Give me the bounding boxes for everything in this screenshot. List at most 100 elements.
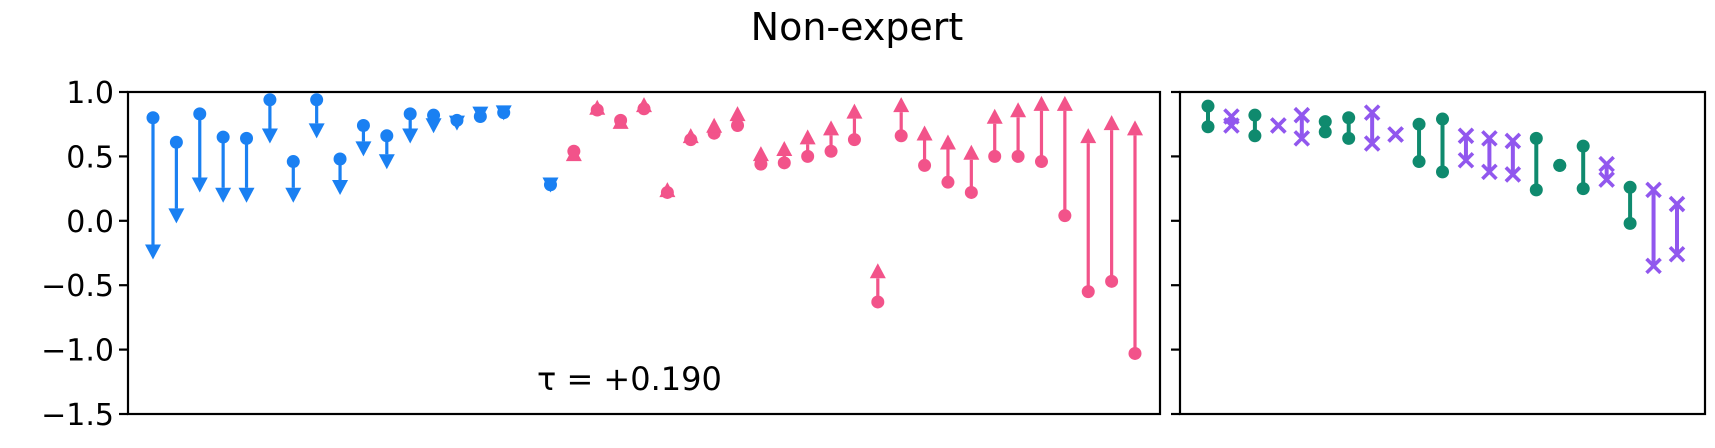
- tau-annotation: τ = +0.190: [537, 360, 722, 398]
- start-point: [1058, 209, 1072, 223]
- circle-marker: [1342, 131, 1356, 145]
- left-panel: 1.0 0.5 0.0 −0.5 −1.0 −1.5: [41, 76, 1162, 433]
- start-point: [310, 93, 324, 107]
- arrow-head: [916, 125, 933, 141]
- arrow-head: [1103, 115, 1120, 131]
- arrow-head: [308, 123, 325, 139]
- arrow-head: [378, 154, 395, 170]
- arrow-head: [261, 128, 278, 144]
- arrow-head: [402, 128, 419, 144]
- start-point: [263, 93, 277, 107]
- arrow-head: [589, 99, 606, 115]
- x-marker: [1457, 151, 1475, 169]
- x-marker: [1668, 195, 1686, 213]
- arrow-head: [168, 208, 185, 224]
- start-point: [824, 144, 838, 158]
- arrow-head: [682, 128, 699, 144]
- x-marker: [1645, 181, 1662, 199]
- arrow-head: [542, 177, 559, 193]
- arrow-head: [1010, 102, 1027, 118]
- arrow-head: [425, 118, 442, 134]
- ytick-label: −0.5: [41, 269, 114, 304]
- x-marker: [1387, 126, 1404, 143]
- start-point: [169, 135, 183, 149]
- x-marker: [1598, 155, 1615, 173]
- arrow-head: [986, 108, 1003, 124]
- start-point: [894, 129, 908, 143]
- start-point: [871, 295, 885, 309]
- start-point: [731, 118, 745, 132]
- start-point: [1081, 285, 1095, 299]
- x-marker: [1363, 104, 1381, 121]
- start-point: [1128, 346, 1142, 360]
- x-marker: [1504, 166, 1522, 183]
- circle-marker: [1553, 158, 1567, 172]
- arrow-head: [799, 129, 816, 145]
- start-point: [403, 107, 417, 121]
- circle-marker: [1412, 155, 1426, 169]
- circle-marker: [1529, 183, 1543, 197]
- start-point: [1011, 149, 1025, 163]
- circle-marker: [1436, 112, 1449, 126]
- arrow-head: [612, 113, 629, 129]
- arrow-head: [448, 115, 465, 131]
- start-point: [941, 175, 955, 189]
- x-marker: [1293, 106, 1311, 124]
- start-point: [777, 156, 791, 170]
- ytick-label: 0.0: [66, 205, 114, 240]
- arrow-head: [776, 140, 793, 156]
- start-point: [964, 185, 978, 199]
- circle-marker: [1576, 182, 1590, 196]
- start-point: [193, 107, 207, 121]
- circle-marker: [1201, 120, 1215, 134]
- circle-marker: [1412, 117, 1426, 131]
- arrow-head: [1033, 95, 1050, 111]
- start-point: [356, 118, 370, 132]
- x-marker: [1481, 163, 1498, 181]
- arrow-head: [869, 263, 886, 279]
- circle-marker: [1248, 129, 1262, 143]
- start-point: [240, 131, 254, 145]
- arrow-head: [729, 106, 746, 122]
- start-point: [216, 130, 230, 144]
- arrow-head: [355, 141, 372, 157]
- circle-marker: [1576, 139, 1590, 153]
- chart-title: Non-expert: [751, 5, 964, 49]
- x-marker: [1668, 246, 1686, 263]
- circle-marker: [1201, 99, 1215, 113]
- arrow-head: [1080, 128, 1097, 144]
- arrow-head: [565, 146, 582, 162]
- start-point: [801, 149, 815, 163]
- arrow-head: [285, 187, 302, 203]
- arrow-head: [823, 120, 840, 136]
- circle-marker: [1529, 131, 1543, 145]
- start-point: [146, 111, 160, 125]
- start-point: [988, 149, 1002, 163]
- x-marker: [1645, 257, 1662, 275]
- x-marker: [1457, 127, 1475, 145]
- x-marker: [1293, 130, 1311, 147]
- arrow-head: [1127, 120, 1143, 136]
- arrow-head: [472, 106, 489, 122]
- circle-marker: [1318, 115, 1332, 129]
- arrow-head: [706, 117, 723, 133]
- circle-marker: [1623, 180, 1637, 194]
- start-point: [1034, 155, 1048, 169]
- arrow-head: [752, 146, 769, 162]
- arrow-head: [963, 144, 980, 160]
- left-axes-frame: [126, 90, 1162, 416]
- circle-marker: [1342, 111, 1356, 125]
- arrow-head: [145, 244, 161, 260]
- arrow-head: [191, 177, 208, 193]
- circle-marker: [1436, 165, 1449, 179]
- arrow-head: [1056, 95, 1073, 111]
- arrow-head: [332, 180, 349, 196]
- circle-marker: [1248, 108, 1262, 122]
- x-marker: [1363, 135, 1381, 152]
- arrow-head: [495, 105, 512, 121]
- x-marker: [1270, 117, 1287, 134]
- ytick-label: −1.0: [41, 334, 114, 369]
- arrow-head: [893, 97, 910, 113]
- x-marker: [1481, 130, 1498, 147]
